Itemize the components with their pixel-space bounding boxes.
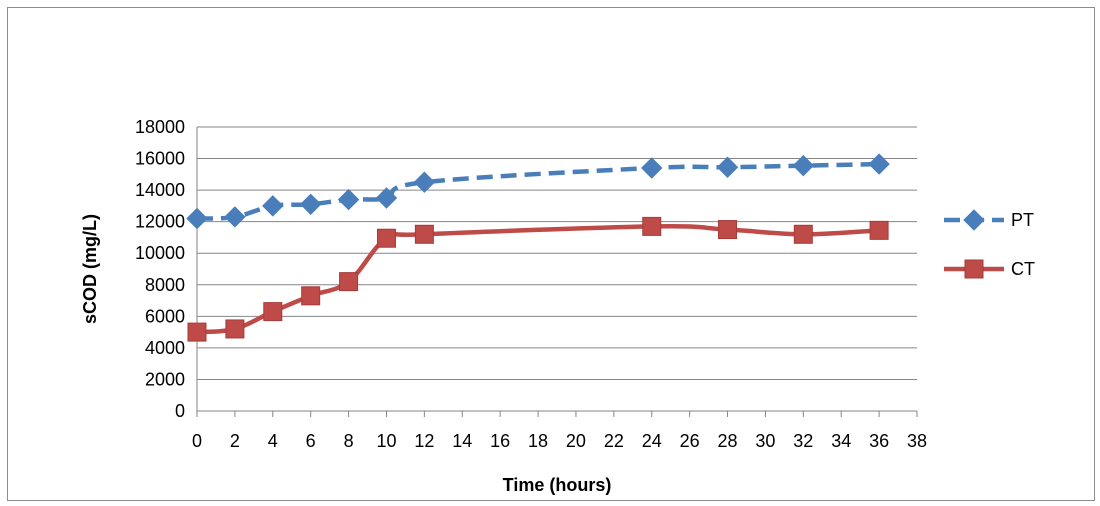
y-tick-label: 2000 (145, 369, 185, 389)
y-tick-label: 0 (175, 401, 185, 421)
data-point-pt (375, 187, 398, 209)
chart-frame: 0 2000 4000 6000 8000 10000 12000 14000 16000 180… (7, 7, 1095, 501)
data-point-ct (376, 228, 396, 248)
data-point-ct (225, 319, 245, 339)
data-point-pt (337, 188, 360, 211)
series-line-pt (196, 161, 880, 221)
x-axis: 0 2 4 6 8 10 12 14 16 18 20 22 24 26 28 30 32 34 36 38 (192, 411, 927, 451)
y-tick-label: 14000 (135, 180, 185, 200)
x-tick-label: 12 (414, 431, 434, 451)
data-point-ct (718, 220, 738, 240)
x-tick-label: 32 (793, 431, 813, 451)
x-tick-label: 28 (718, 431, 738, 451)
x-tick-label: 30 (755, 431, 775, 451)
series-pt (186, 153, 890, 230)
data-point-ct (414, 224, 434, 244)
x-tick-label: 8 (344, 431, 354, 451)
data-point-ct (869, 220, 889, 240)
series-ct (187, 216, 889, 342)
data-point-ct (793, 224, 813, 244)
data-point-pt (224, 206, 246, 228)
x-tick-label: 26 (680, 431, 700, 451)
x-tick-label: 22 (604, 431, 624, 451)
series-layer (186, 153, 890, 342)
y-tick-label: 16000 (135, 149, 185, 169)
y-tick-label: 8000 (145, 275, 185, 295)
x-tick-label: 16 (490, 431, 510, 451)
legend-item-pt: PT (944, 209, 1034, 231)
data-point-pt (413, 171, 436, 193)
x-tick-label: 24 (642, 431, 662, 451)
data-point-pt (299, 193, 322, 216)
x-tick-label: 14 (452, 431, 472, 451)
legend: PT CT (944, 209, 1035, 279)
data-point-ct (642, 216, 662, 236)
data-point-pt (186, 207, 208, 230)
legend-marker (963, 209, 985, 231)
y-tick-label: 10000 (135, 243, 185, 263)
data-point-pt (716, 156, 739, 178)
legend-marker (964, 259, 984, 279)
data-point-ct (339, 272, 359, 292)
legend-label: PT (1011, 210, 1034, 230)
x-tick-label: 2 (230, 431, 240, 451)
data-point-pt (792, 154, 815, 177)
data-point-pt (868, 153, 890, 175)
y-axis-title: sCOD (mg/L) (80, 214, 100, 324)
legend-item-ct: CT (944, 259, 1035, 279)
data-point-ct (301, 286, 321, 306)
data-point-ct (187, 322, 207, 342)
gridlines (197, 126, 917, 412)
x-axis-title: Time (hours) (503, 475, 612, 495)
y-tick-label: 12000 (135, 212, 185, 232)
line-chart: 0200040006000800010000120001400016000180… (80, 117, 1035, 495)
x-tick-label: 4 (268, 431, 278, 451)
x-tick-label: 34 (831, 431, 851, 451)
x-tick-label: 10 (376, 431, 396, 451)
x-tick-label: 6 (306, 431, 316, 451)
x-tick-label: 18 (528, 431, 548, 451)
legend-label: CT (1011, 259, 1035, 279)
y-tick-label: 18000 (135, 117, 185, 137)
x-tick-label: 0 (192, 431, 202, 451)
data-point-pt (641, 157, 663, 179)
data-point-ct (263, 302, 283, 322)
x-tick-label: 36 (869, 431, 889, 451)
y-axis: 0 2000 4000 6000 8000 10000 12000 14000 16000 180… (135, 117, 198, 421)
x-tick-label: 38 (907, 431, 927, 451)
data-point-pt (262, 195, 284, 217)
x-tick-label: 20 (566, 431, 586, 451)
y-tick-label: 4000 (145, 338, 185, 358)
y-tick-label: 6000 (145, 306, 185, 326)
